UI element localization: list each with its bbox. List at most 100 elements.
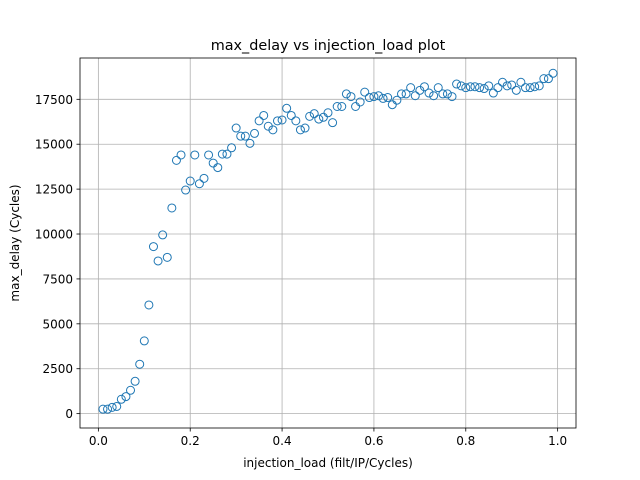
data-point: [217, 149, 227, 159]
data-point: [158, 230, 168, 240]
y-tick-label: 12500: [35, 183, 73, 197]
y-tick-label: 0: [65, 407, 73, 421]
plot-frame: [79, 57, 577, 429]
data-point: [341, 89, 351, 99]
data-point: [507, 80, 517, 90]
x-axis-label: injection_load (filt/IP/Cycles): [243, 456, 413, 470]
data-point: [185, 176, 195, 186]
data-point: [130, 376, 140, 386]
data-point: [520, 83, 530, 93]
data-point: [300, 123, 310, 133]
data-point: [369, 92, 379, 102]
data-point: [419, 82, 429, 92]
data-points: [98, 68, 558, 414]
x-tick-label: 0.2: [181, 434, 200, 448]
data-point: [116, 394, 126, 404]
y-tick-label: 17500: [35, 93, 73, 107]
y-tick-label: 2500: [42, 362, 73, 376]
data-point: [332, 101, 342, 111]
data-point: [254, 116, 264, 126]
x-tick-label: 0.6: [364, 434, 383, 448]
data-point: [534, 81, 544, 91]
data-point: [396, 89, 406, 99]
data-point: [277, 115, 287, 125]
data-point: [204, 150, 214, 160]
data-point: [227, 143, 237, 153]
data-point: [364, 93, 374, 103]
data-point: [213, 163, 223, 173]
data-point: [222, 149, 232, 159]
grid: [80, 58, 576, 428]
data-point: [452, 79, 462, 89]
data-point: [286, 110, 296, 120]
data-point: [410, 91, 420, 101]
data-point: [153, 256, 163, 266]
data-point: [429, 91, 439, 101]
data-point: [148, 242, 158, 252]
data-point: [465, 82, 475, 92]
data-point: [208, 158, 218, 168]
data-point: [539, 74, 549, 84]
data-point: [171, 155, 181, 165]
data-point: [543, 74, 553, 84]
data-point: [121, 392, 131, 402]
data-point: [282, 103, 292, 113]
data-point: [475, 83, 485, 93]
data-point: [309, 109, 319, 119]
data-point: [470, 82, 480, 92]
data-point: [493, 83, 503, 93]
data-point: [516, 77, 526, 87]
x-tick-label: 1.0: [548, 434, 567, 448]
data-point: [318, 112, 328, 122]
data-point: [378, 93, 388, 103]
data-point: [530, 82, 540, 92]
data-point: [461, 83, 471, 93]
data-point: [181, 185, 191, 195]
data-point: [103, 404, 113, 414]
y-tick-label: 7500: [42, 272, 73, 286]
axis-ticks: 0.0 0.2 0.4 0.6 0.8 1.0 0 2500 5000 7500 10000 1250…: [35, 93, 567, 448]
x-tick-label: 0.0: [89, 434, 108, 448]
y-tick-label: 10000: [35, 228, 73, 242]
data-point: [245, 138, 255, 148]
data-point: [162, 252, 172, 262]
data-point: [355, 97, 365, 107]
x-tick-label: 0.4: [273, 434, 292, 448]
data-point: [502, 81, 512, 91]
y-tick-label: 5000: [42, 317, 73, 331]
data-point: [199, 173, 209, 183]
data-point: [144, 300, 154, 310]
data-point: [346, 92, 356, 102]
data-point: [291, 116, 301, 126]
chart-title: max_delay vs injection_load plot: [211, 38, 446, 54]
y-axis-label: max_delay (Cycles): [8, 184, 22, 301]
data-point: [190, 150, 200, 160]
data-point: [374, 91, 384, 101]
data-point: [447, 92, 457, 102]
data-point: [328, 118, 338, 128]
data-point: [456, 81, 466, 91]
y-tick-label: 15000: [35, 138, 73, 152]
data-point: [511, 85, 521, 95]
data-point: [548, 68, 558, 78]
data-point: [442, 89, 452, 99]
data-point: [176, 150, 186, 160]
data-point: [250, 128, 260, 138]
data-point: [406, 83, 416, 93]
data-point: [383, 93, 393, 103]
data-point: [167, 203, 177, 213]
data-point: [525, 83, 535, 93]
data-point: [488, 88, 498, 98]
data-point: [424, 88, 434, 98]
data-point: [240, 131, 250, 141]
data-point: [433, 83, 443, 93]
data-point: [107, 402, 117, 412]
data-point: [231, 123, 241, 133]
data-point: [387, 100, 397, 110]
data-point: [479, 84, 489, 94]
data-point: [484, 81, 494, 91]
data-point: [351, 101, 361, 111]
data-point: [314, 114, 324, 124]
data-point: [98, 404, 108, 414]
data-point: [438, 89, 448, 99]
